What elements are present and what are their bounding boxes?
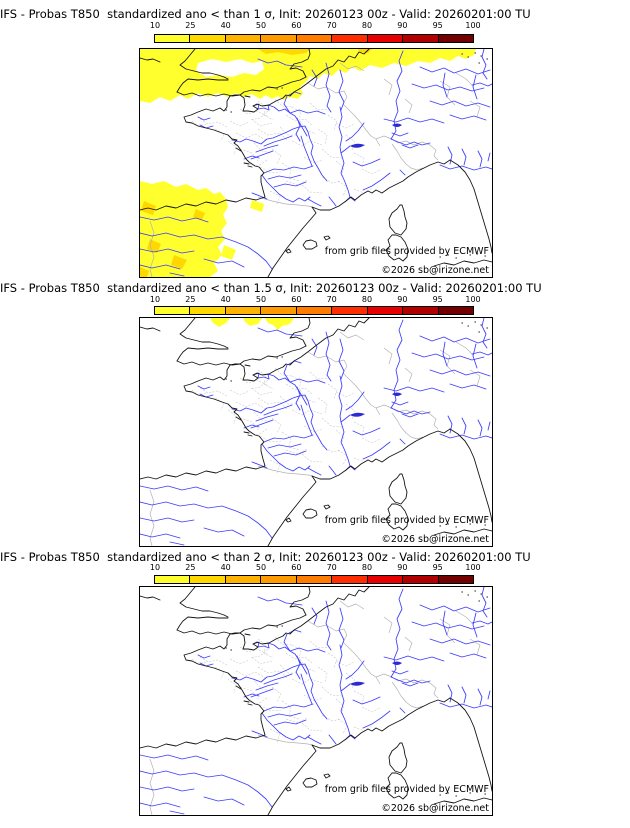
colorbar-tick-label: 40 <box>220 21 231 30</box>
colorbar-tick-label: 25 <box>185 21 196 30</box>
colorbar-segment <box>155 307 190 314</box>
credit-ecmwf: from grib files provided by ECMWF <box>325 246 489 257</box>
colorbar-tick-label: 40 <box>220 295 231 304</box>
colorbar-tick-label: 95 <box>432 295 443 304</box>
colorbar-segment <box>295 307 332 314</box>
colorbar-tick-label: 50 <box>255 563 267 572</box>
colorbar-tick-label: 90 <box>397 21 408 30</box>
colorbar-segment <box>331 307 367 314</box>
map-france-1-5sigma: from grib files provided by ECMWF ©2026 … <box>139 317 493 547</box>
colorbar-segment <box>260 307 296 314</box>
credit-copyright: ©2026 sb@irizone.net <box>381 534 489 545</box>
colorbar <box>154 306 474 315</box>
colorbar-tick-label: 50 <box>255 295 267 304</box>
colorbar-tick-label: 90 <box>397 563 408 572</box>
colorbar-segment <box>155 576 190 583</box>
colorbar-segment <box>155 35 190 42</box>
panel-title: IFS - Probas T850 standardized ano < tha… <box>0 7 531 21</box>
map-france-1sigma: from grib files provided by ECMWF ©2026 … <box>139 48 493 278</box>
credit-copyright: ©2026 sb@irizone.net <box>381 265 489 276</box>
colorbar-tick-label: 100 <box>465 295 481 304</box>
colorbar-tick-label: 60 <box>291 563 302 572</box>
colorbar-segment <box>437 35 473 42</box>
colorbar-tick-label: 50 <box>255 21 267 30</box>
colorbar-segment <box>366 35 403 42</box>
colorbar-segment <box>331 576 367 583</box>
colorbar-segment <box>402 576 438 583</box>
colorbar-tick-label: 90 <box>397 295 408 304</box>
colorbar-segment <box>260 35 296 42</box>
colorbar-segment <box>437 576 473 583</box>
colorbar-tick-label: 60 <box>291 295 302 304</box>
colorbar-segment <box>402 35 438 42</box>
colorbar-tick-label: 80 <box>361 295 373 304</box>
colorbar-segment <box>437 307 473 314</box>
colorbar-segment <box>189 35 225 42</box>
colorbar-tick-label: 95 <box>432 21 443 30</box>
colorbar-tick-label: 70 <box>326 295 337 304</box>
credit-ecmwf: from grib files provided by ECMWF <box>325 784 489 795</box>
colorbar-tick-label: 10 <box>149 21 161 30</box>
colorbar-tick-label: 70 <box>326 563 337 572</box>
colorbar-ticks: 10 25 40 50 60 70 80 90 95 100 <box>150 295 481 305</box>
colorbar-ticks: 10 25 40 50 60 70 80 90 95 100 <box>150 21 481 31</box>
colorbar-tick-label: 80 <box>361 563 373 572</box>
colorbar-segment <box>189 307 225 314</box>
colorbar-segment <box>189 576 225 583</box>
colorbar-segment <box>224 307 261 314</box>
anomaly-shading-1sigma <box>140 49 476 277</box>
colorbar-tick-label: 100 <box>465 21 481 30</box>
colorbar-tick-label: 25 <box>185 295 196 304</box>
colorbar-tick-label: 25 <box>185 563 196 572</box>
map-france-2sigma: from grib files provided by ECMWF ©2026 … <box>139 586 493 816</box>
panel-title: IFS - Probas T850 standardized ano < tha… <box>0 281 542 295</box>
colorbar-ticks: 10 25 40 50 60 70 80 90 95 100 <box>150 563 481 573</box>
colorbar-tick-label: 10 <box>149 295 161 304</box>
colorbar-segment <box>295 576 332 583</box>
colorbar-segment <box>224 35 261 42</box>
colorbar-tick-label: 95 <box>432 563 443 572</box>
colorbar-segment <box>260 576 296 583</box>
colorbar <box>154 34 474 43</box>
colorbar-tick-label: 80 <box>361 21 373 30</box>
credit-ecmwf: from grib files provided by ECMWF <box>325 515 489 526</box>
colorbar-segment <box>366 576 403 583</box>
colorbar-segment <box>366 307 403 314</box>
colorbar-segment <box>224 576 261 583</box>
colorbar-segment <box>402 307 438 314</box>
colorbar <box>154 575 474 584</box>
colorbar-tick-label: 70 <box>326 21 337 30</box>
anomaly-shading-1-5sigma <box>210 318 294 330</box>
colorbar-tick-label: 60 <box>291 21 302 30</box>
credit-copyright: ©2026 sb@irizone.net <box>381 803 489 814</box>
panel-title: IFS - Probas T850 standardized ano < tha… <box>0 550 531 564</box>
colorbar-segment <box>331 35 367 42</box>
colorbar-tick-label: 100 <box>465 563 481 572</box>
colorbar-tick-label: 40 <box>220 563 231 572</box>
colorbar-segment <box>295 35 332 42</box>
colorbar-tick-label: 10 <box>149 563 161 572</box>
